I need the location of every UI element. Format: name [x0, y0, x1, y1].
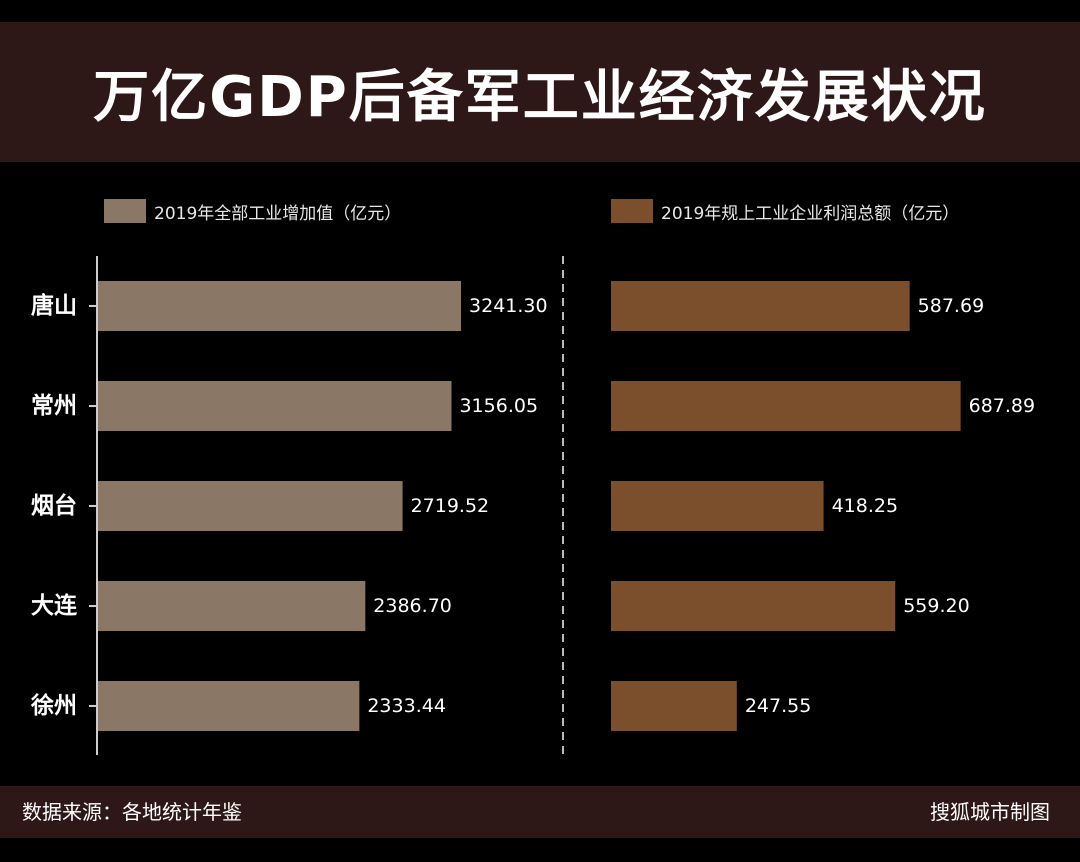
- legend-swatch-profit: [611, 199, 653, 223]
- data-label-profit: 559.20: [903, 595, 969, 617]
- bar-industrial-value: [98, 281, 462, 331]
- legend-label-profit: 2019年规上工业企业利润总额（亿元）: [661, 203, 960, 224]
- data-label-industrial-value: 2719.52: [411, 495, 490, 517]
- bar-industrial-value: [98, 481, 403, 531]
- data-label-industrial-value: 3156.05: [459, 395, 538, 417]
- category-label: 唐山: [31, 292, 77, 319]
- source-note: 数据来源：各地统计年鉴: [22, 800, 242, 824]
- bar-profit: [611, 381, 961, 431]
- page-title: 万亿GDP后备军工业经济发展状况: [93, 65, 987, 130]
- title-band: [0, 22, 1080, 162]
- legend-swatch-industrial-value: [104, 199, 146, 223]
- legend-item-industrial-value: 2019年全部工业增加值（亿元）: [104, 196, 401, 226]
- data-label-profit: 418.25: [832, 495, 898, 517]
- footer-band: 数据来源：各地统计年鉴 搜狐城市制图: [0, 786, 1080, 838]
- bar-industrial-value: [98, 681, 360, 731]
- data-label-profit: 587.69: [918, 295, 984, 317]
- bar-profit: [611, 281, 910, 331]
- data-label-industrial-value: 3241.30: [469, 295, 548, 317]
- category-label: 常州: [31, 393, 77, 419]
- credit-note: 搜狐城市制图: [930, 800, 1050, 824]
- bar-industrial-value: [98, 581, 366, 631]
- bar-profit: [611, 581, 896, 631]
- data-label-profit: 687.89: [969, 395, 1035, 417]
- category-label: 烟台: [31, 492, 77, 519]
- legend-item-profit: 2019年规上工业企业利润总额（亿元）: [611, 196, 959, 226]
- data-label-industrial-value: 2333.44: [367, 695, 446, 717]
- data-label-profit: 247.55: [745, 695, 811, 717]
- data-label-industrial-value: 2386.70: [373, 595, 452, 617]
- bar-industrial-value: [98, 381, 452, 431]
- category-label: 徐州: [30, 692, 77, 719]
- bar-profit: [611, 481, 824, 531]
- category-label: 大连: [31, 592, 78, 619]
- legend-label-industrial-value: 2019年全部工业增加值（亿元）: [154, 203, 402, 224]
- bar-profit: [611, 681, 737, 731]
